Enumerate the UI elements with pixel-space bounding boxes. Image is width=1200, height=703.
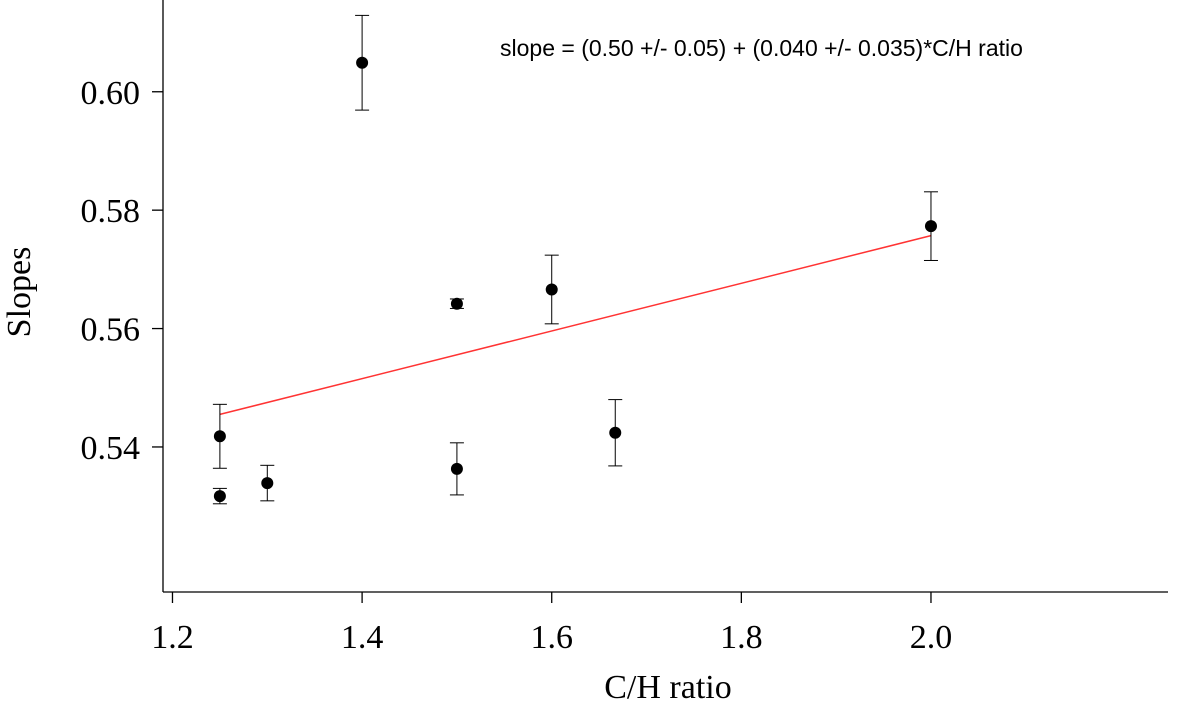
x-tick-label: 1.4 [341,619,384,656]
data-marker [213,430,226,443]
data-marker [450,462,463,475]
data-marker [261,477,274,490]
data-point [544,254,559,325]
data-points [212,14,938,505]
y-tick-label: 0.54 [81,430,141,467]
y-axis-title: Slopes [1,247,38,338]
fit-layer [219,234,932,416]
y-tick-label: 0.58 [81,193,141,230]
data-point [449,297,464,310]
tick-marks: 1.2 1.4 1.6 1.8 2.0 0.54 0.56 0.58 0.60 [81,75,953,656]
x-axis-title: C/H ratio [604,669,731,703]
x-tick-label: 1.2 [151,619,194,656]
data-point [355,14,370,111]
x-tick-label: 1.8 [720,619,763,656]
x-tick-label: 2.0 [910,619,953,656]
x-tick-label: 1.6 [530,619,573,656]
data-marker [356,56,369,69]
data-marker [213,490,226,503]
y-tick-label: 0.60 [81,75,141,112]
data-marker [924,220,937,233]
data-point [212,403,227,469]
data-point [212,487,227,505]
fit-equation-annotation: slope = (0.50 +/- 0.05) + (0.040 +/- 0.0… [500,35,1023,61]
data-marker [545,283,558,296]
fit-line [219,234,932,416]
axes [162,0,1168,593]
data-point [608,399,623,467]
data-marker [609,426,622,439]
data-point [449,442,464,496]
data-point [260,464,275,502]
data-marker [450,297,463,310]
y-tick-label: 0.56 [81,312,141,349]
data-point [923,191,938,261]
